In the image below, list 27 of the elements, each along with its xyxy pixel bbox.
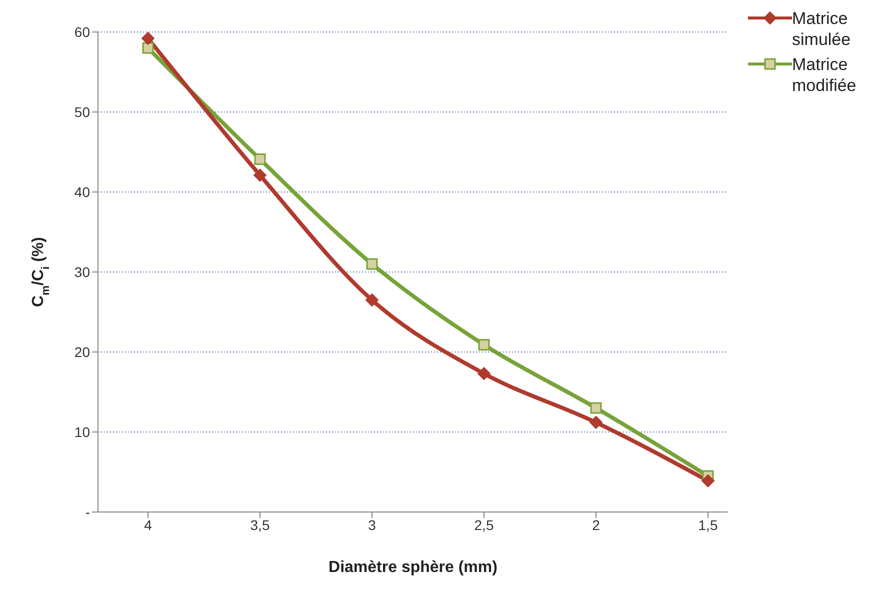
point	[254, 168, 266, 182]
point	[702, 474, 714, 488]
x-tick-label: 4	[144, 516, 152, 533]
point	[590, 402, 602, 414]
point	[590, 416, 602, 429]
x-axis-title: Diamètre sphère (mm)	[328, 559, 498, 576]
point	[254, 153, 266, 165]
point	[366, 294, 378, 306]
legend-label: Matrice modifiée	[792, 54, 858, 96]
x-tick-label: 1,5	[698, 516, 718, 533]
y-tick-label: 10	[74, 424, 90, 440]
x-tick-label: 2,5	[474, 516, 494, 533]
x-tick-label: 3,5	[250, 516, 270, 533]
x-tick-label: 2	[592, 516, 600, 533]
y-tick-label: 50	[74, 104, 90, 120]
y-tick-label: 40	[74, 184, 90, 200]
y-tick-label: 20	[74, 344, 90, 360]
point	[478, 367, 490, 380]
y-tick-label: 30	[74, 264, 90, 280]
point	[478, 339, 490, 351]
legend-label: Matrice simulée	[792, 8, 852, 50]
x-tick-label: 3	[368, 516, 376, 533]
y-tick-label: 60	[74, 24, 90, 40]
point	[142, 32, 154, 45]
point	[366, 258, 378, 270]
point	[142, 42, 154, 54]
y-tick-label: -	[85, 504, 90, 520]
